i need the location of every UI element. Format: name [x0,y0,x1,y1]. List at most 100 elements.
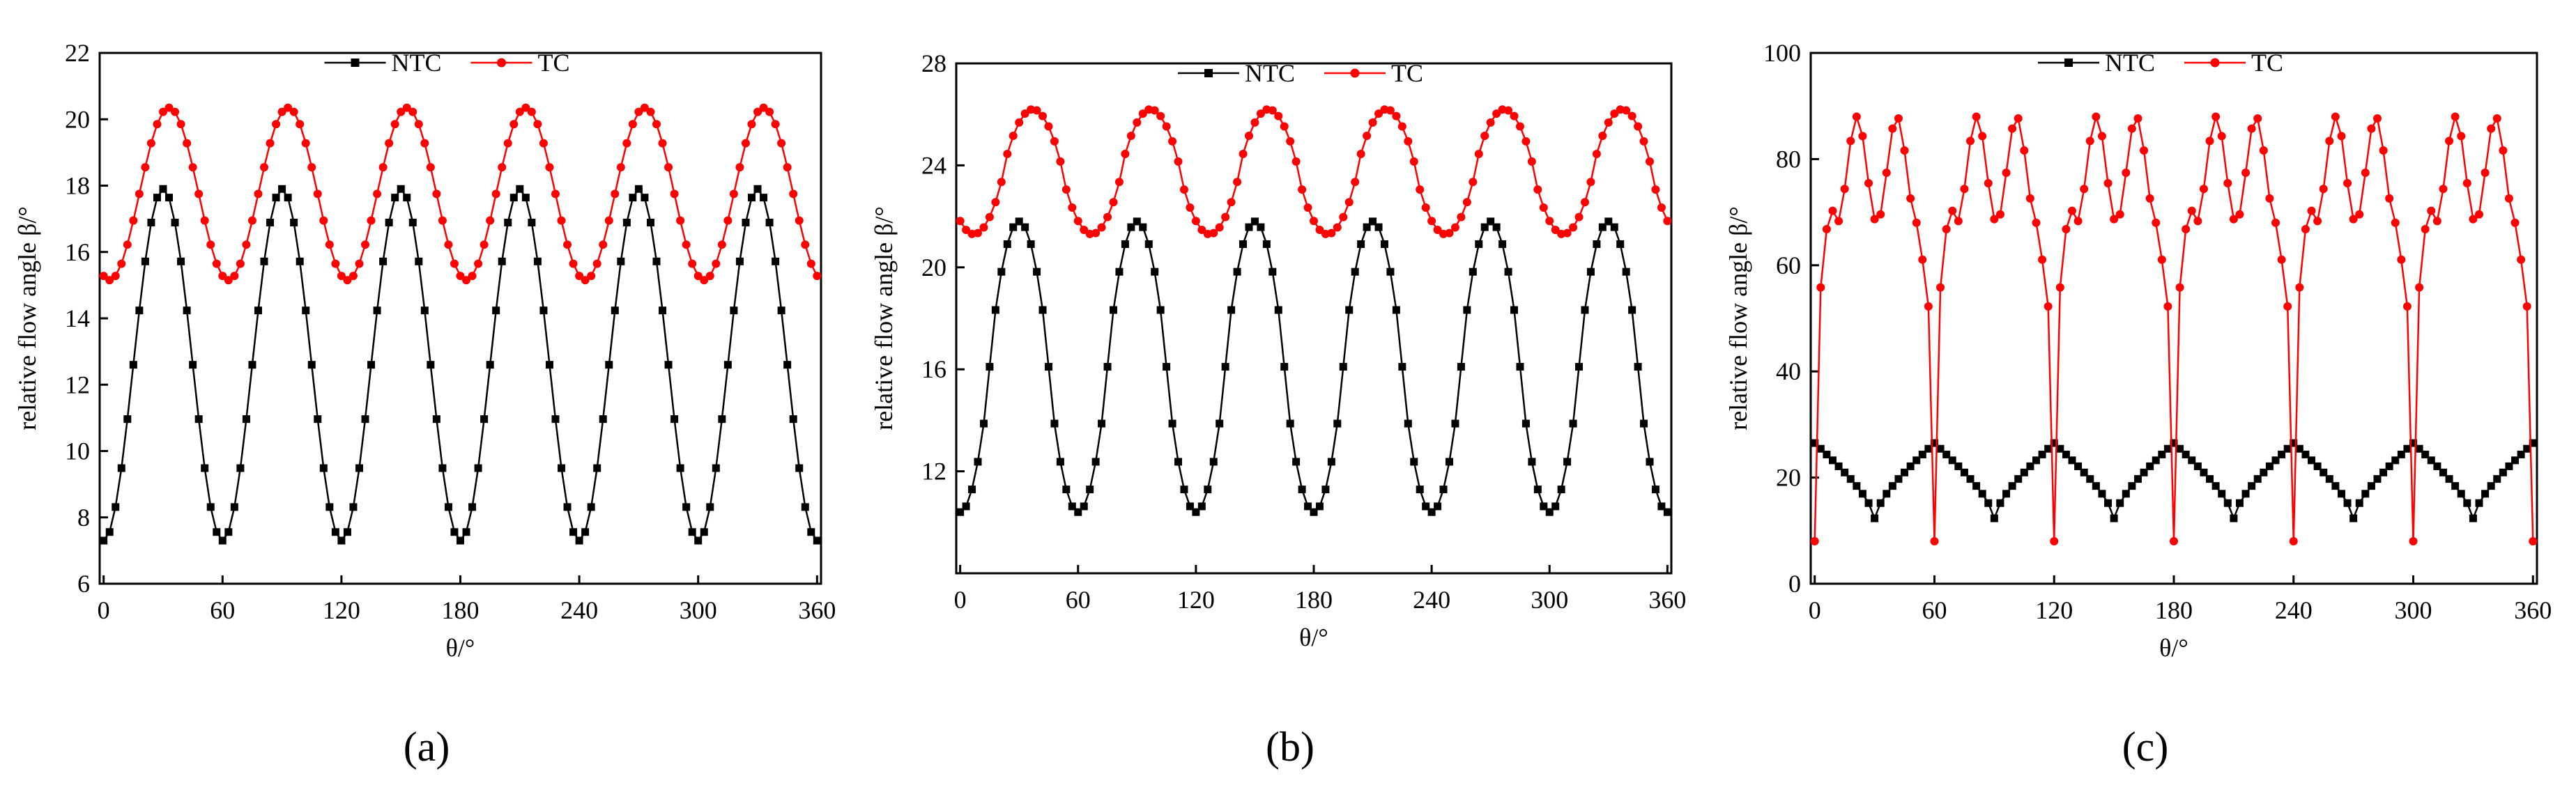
series-ntc-point [2128,482,2136,490]
series-tc-point [230,272,239,281]
series-tc-point [1634,122,1643,131]
series-ntc-point [587,503,595,511]
series-tc-point [1627,111,1636,121]
series-tc-point [2247,124,2256,133]
series-ntc-point [2230,514,2238,522]
series-tc-point [806,259,815,268]
legend-ntc-label: NTC [392,49,442,77]
series-ntc-point [438,464,447,472]
series-tc-point [1133,118,1142,127]
series-tc-point [1186,203,1195,212]
series-tc-point [1339,212,1348,222]
series-ntc-point [2152,456,2160,465]
series-tc-point [2217,132,2226,141]
series-ntc-point [1883,490,1891,498]
series-ntc-point [480,415,489,424]
series-tc-point [2510,218,2520,227]
series-tc-point [2313,217,2322,226]
series-ntc-point [2415,444,2423,453]
series-tc-point [1333,223,1342,232]
series-tc-point [224,276,233,285]
legend-ntc-marker [1204,69,1213,77]
series-ntc-point [1622,267,1630,276]
series-ntc-point [617,257,625,265]
series-ntc-point [1327,458,1335,466]
y-tick-label: 60 [1776,251,1801,279]
series-tc-point [1539,203,1548,212]
series-ntc-point [968,486,976,494]
series-tc-point [1363,132,1372,141]
series-tc-point [1038,111,1048,121]
x-tick-label: 240 [2275,596,2313,624]
series-tc-point [2199,185,2208,194]
series-ntc-point [2271,456,2280,465]
series-ntc-point [397,185,405,193]
panel-c-label: (c) [2122,724,2169,770]
series-ntc-point [177,257,185,265]
series-ntc-point [147,218,155,226]
series-tc-point [1569,223,1578,232]
series-ntc-point [533,257,542,265]
series-tc-point [1828,206,1837,215]
series-ntc-point [569,528,578,536]
x-tick-label: 300 [2395,596,2432,624]
series-tc-point [1918,255,1927,264]
series-tc-point [1168,137,1177,146]
series-tc-point [277,107,286,116]
series-ntc-point [688,528,696,536]
series-tc-point [1103,212,1112,222]
series-ntc-point [218,536,227,545]
series-ntc-point [991,306,999,314]
x-tick-label: 240 [560,596,598,624]
series-tc-point [2462,179,2471,188]
series-tc-point [1651,185,1660,194]
series-tc-point [1972,112,1981,121]
series-tc-point [2391,218,2400,227]
series-tc-point [962,225,971,234]
series-ntc-point [1604,217,1613,226]
series-ntc-point [682,503,691,511]
series-tc-point [378,163,388,172]
series-tc-point [1056,157,1065,166]
series-ntc-point [795,464,804,472]
series-ntc-point [1516,363,1524,371]
series-tc-point [1327,228,1336,238]
series-ntc-point [1469,267,1477,276]
series-ntc-point [1009,223,1018,231]
x-axis-label: θ/° [1299,623,1328,651]
series-ntc-point [1080,502,1088,511]
series-tc-point [1936,283,1945,292]
series-tc-point [1068,203,1077,212]
series-tc-point [367,216,376,225]
series-ntc-point [2320,468,2328,476]
x-tick-label: 0 [1809,596,1821,624]
series-ntc-point [2248,482,2256,490]
series-tc-point [515,107,524,116]
series-tc-point [438,216,447,225]
series-ntc-point [1180,486,1188,494]
series-tc-point [545,163,554,172]
series-ntc-point [1209,458,1218,466]
series-ntc-point [1310,508,1318,516]
series-ntc-point [753,185,762,193]
series-ntc-point [1345,306,1354,314]
series-ntc-point [694,536,703,545]
series-ntc-point [1901,468,1909,476]
series-tc-point [1244,132,1253,141]
series-ntc-point [1996,499,2004,507]
series-tc-point [1610,109,1619,118]
series-tc-point [759,103,768,112]
series-tc-point [236,259,245,268]
series-ntc-point [1027,240,1035,248]
series-ntc-point [1657,502,1666,511]
series-tc-point [2331,112,2340,121]
series-tc-point [319,216,328,225]
series-ntc-point [1463,306,1471,314]
series-tc-point [712,259,721,268]
series-tc-point [1250,118,1259,127]
series-ntc-point [783,361,792,369]
series-ntc-point [2188,456,2196,465]
series-ntc-point [1551,502,1560,511]
series-tc-point [1563,228,1572,238]
series-tc-point [1162,122,1171,131]
